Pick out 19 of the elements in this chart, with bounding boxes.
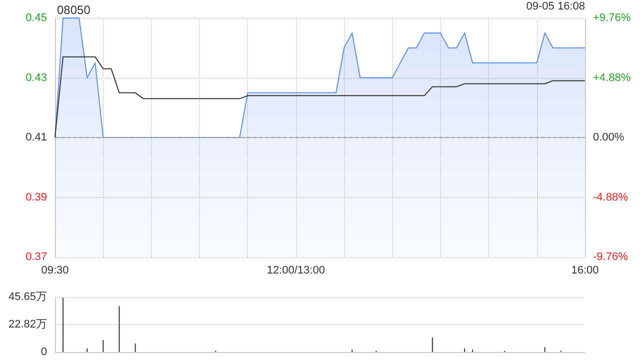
chart-title: 08050 <box>57 3 91 17</box>
x-tick-label: 16:00 <box>571 264 599 276</box>
y-tick-label: 0.37 <box>26 251 47 263</box>
y-tick-label: 0 <box>40 346 47 358</box>
y-tick-label: 0.43 <box>26 72 47 84</box>
y2-tick-label: -4.88% <box>593 191 628 204</box>
y-tick-label: 45.65万 <box>8 291 47 303</box>
y2-tick-label: 0.00% <box>593 132 624 144</box>
y2-tick-label: +4.88% <box>593 72 631 84</box>
y-tick-label: 0.39 <box>26 191 47 204</box>
y-tick-label: 0.45 <box>26 12 47 24</box>
x-tick-label: 12:00/13:00 <box>266 264 325 276</box>
y-tick-label: 0.41 <box>26 132 47 144</box>
y-tick-label: 22.82万 <box>8 318 47 331</box>
line-series <box>54 56 586 138</box>
y2-tick-label: +9.76% <box>593 12 631 24</box>
y2-tick-label: -9.76% <box>593 251 628 263</box>
x-tick-label: 09:30 <box>41 264 69 276</box>
text: 09-05 16:08 <box>526 0 585 12</box>
